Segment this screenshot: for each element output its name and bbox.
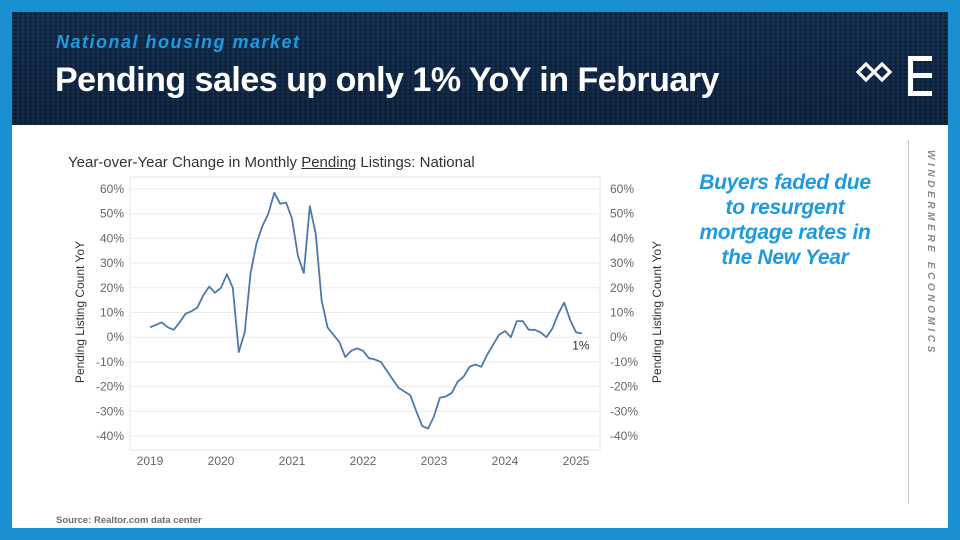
callout-line: the New Year [721, 246, 849, 269]
brand-vertical-text: WINDERMERE ECONOMICS [925, 150, 936, 356]
y-tick-label-left: -40% [96, 429, 124, 443]
callout-line: mortgage rates in [699, 221, 871, 244]
x-tick-label: 2019 [137, 454, 164, 468]
y-tick-label-left: 30% [100, 256, 124, 270]
series-line [149, 191, 583, 430]
section-kicker: National housing market [56, 32, 301, 52]
page-title: Pending sales up only 1% YoY in February [55, 61, 719, 99]
chart-title-suffix: Listings: National [356, 154, 475, 171]
y-tick-label-left: 60% [100, 182, 124, 196]
plot-frame [129, 176, 601, 451]
y-tick-label-left: 0% [107, 330, 125, 344]
y-tick-label-right: -30% [610, 404, 638, 418]
end-data-label: 1% [572, 338, 590, 352]
y-tick-label-right: -10% [610, 355, 638, 369]
x-tick-label: 2023 [421, 454, 448, 468]
header-banner: National housing market Pending sales up… [12, 12, 948, 125]
y-tick-label-left: -10% [96, 355, 124, 369]
y-tick-label-right: 60% [610, 182, 634, 196]
y-tick-label-right: -40% [610, 429, 638, 443]
y-tick-label-left: 50% [100, 207, 124, 221]
y-tick-label-left: -20% [96, 380, 124, 394]
line-chart: 60% 60% 50% 50% 40% 40% 30% 30% 20% 20% 10% 10% 0% 0%… [73, 176, 664, 468]
y-tick-label-right: -20% [610, 380, 638, 394]
x-tick-label: 2025 [563, 454, 590, 468]
y-tick-label-right: 30% [610, 256, 634, 270]
slide: National housing market Pending sales up… [12, 12, 948, 528]
y-tick-label-left: 40% [100, 231, 124, 245]
chart-title: Year-over-Year Change in Monthly Pending… [68, 154, 475, 171]
y-tick-label-left: -30% [96, 404, 124, 418]
x-tick-label: 2024 [492, 454, 519, 468]
y-tick-label-right: 0% [610, 330, 628, 344]
y-tick-label-left: 20% [100, 281, 124, 295]
source-note: Source: Realtor.com data center [56, 515, 202, 526]
x-tick-label: 2021 [279, 454, 306, 468]
y-axis-label-right: Pending Listing Count YoY [650, 241, 664, 383]
x-tick-label: 2022 [350, 454, 377, 468]
chart-title-prefix: Year-over-Year Change in Monthly [68, 154, 302, 171]
callout-line: Buyers faded due [699, 171, 871, 194]
y-tick-label-right: 40% [610, 231, 634, 245]
y-tick-label-right: 20% [610, 281, 634, 295]
callout-line: to resurgent [725, 196, 845, 219]
divider-line [908, 140, 909, 504]
callout-text: Buyers faded due to resurgent mortgage r… [680, 170, 890, 270]
y-tick-label-right: 50% [610, 207, 634, 221]
chart-title-emphasis: Pending [301, 154, 357, 171]
y-axis-label-left: Pending Listing Count YoY [73, 241, 87, 383]
y-tick-label-left: 10% [100, 306, 124, 320]
windermere-logo-icon [855, 56, 932, 96]
x-tick-label: 2020 [208, 454, 235, 468]
y-tick-label-right: 10% [610, 306, 634, 320]
